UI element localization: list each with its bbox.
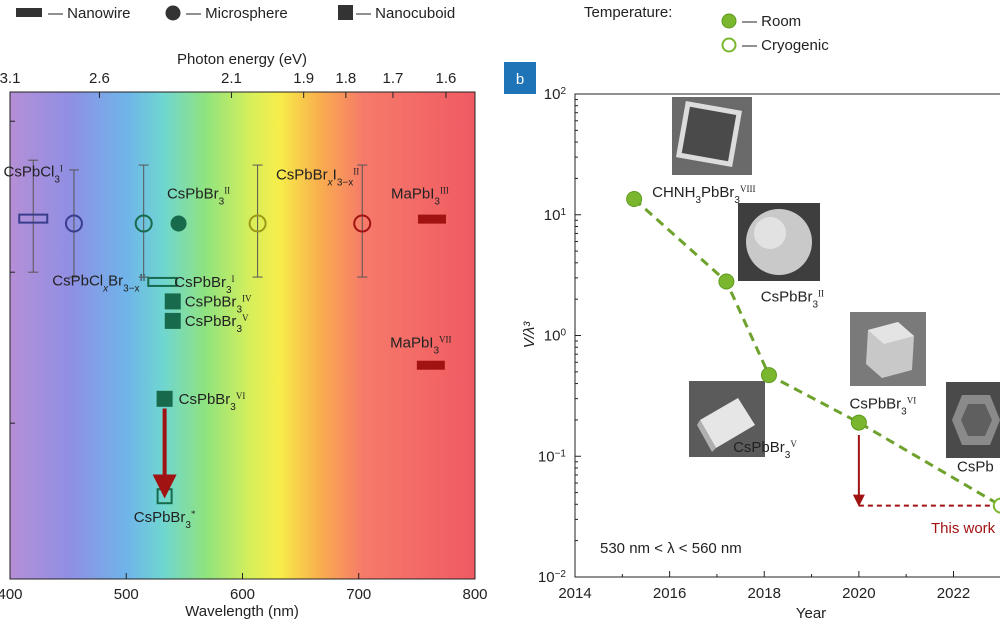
microsphere-point [170,215,187,232]
x-tick-label: 2020 [842,585,875,602]
point-label: CsPbBr3I [174,274,234,296]
temperature-legend-title: Temperature: [584,4,672,21]
nanocuboid-legend-icon [338,5,353,20]
sem-nanocube-image [850,312,926,386]
top-tick-label: 1.9 [293,70,314,87]
point-label: CsPbBr3V [733,439,797,461]
room-temperature-point [718,273,735,290]
top-tick-label: 1.8 [335,70,356,87]
legend-nanocuboid-label: — Nanocuboid [356,5,455,22]
point-label: CsPbBr3VI [179,391,246,413]
panel-b-badge [504,62,536,94]
point-label: CsPb [957,459,994,476]
nanocuboid-point [164,312,181,329]
panel-a-chart: Photon energy (eV) Wavelength (nm) 400 50… [0,51,488,620]
microsphere-point [64,214,83,233]
y-tick-label: 10−1 [538,448,567,466]
wavelength-range-annotation: 530 nm < λ < 560 nm [600,540,742,557]
legend-microsphere-label: — Microsphere [186,5,288,22]
point-label: CsPbBr3* [134,509,196,531]
point-label: CsPbBr3VI [849,396,916,418]
spectrum-background [10,92,475,579]
nanowire-point [147,276,178,287]
temperature-legend: Temperature: — Room — Cryogenic [584,4,829,54]
point-label: MaPbI3VII [390,335,451,357]
x-tick-label: 400 [0,586,23,603]
point-label: CsPbBr3IV [185,293,252,315]
x-tick-label: 2016 [653,585,686,602]
nanowire-legend-icon [16,8,42,17]
room-temperature-point [626,191,643,208]
cryogenic-point [992,497,1000,514]
x-tick-label: 600 [230,586,255,603]
sem-microsphere-image [738,203,820,281]
shape-legend: — Nanowire — Microsphere — Nanocuboid [16,5,455,22]
nanowire-point [18,213,49,224]
x-tick-label: 700 [346,586,371,603]
y-tick-label: 101 [544,206,567,224]
point-label: CsPbClxBr3−xII [52,272,145,294]
microsphere-point [134,214,153,233]
top-tick-label: 1.6 [436,70,457,87]
microsphere-legend-icon [165,5,181,21]
room-temperature-point [760,367,777,384]
point-label: CsPbBr3II [761,289,824,311]
nanocuboid-point [156,390,173,407]
point-label: CsPbBr3V [185,313,249,335]
sem-cuboid-hollow-image [672,97,752,175]
y-tick-label: 10−2 [538,569,567,587]
panel-b-frame [574,93,1000,578]
legend-room-label: — Room [742,13,801,30]
this-work-label: This work [931,520,996,537]
legend-cryogenic-label: — Cryogenic [742,37,829,54]
x-tick-label: 2022 [937,585,970,602]
point-label: CsPbBr3II [167,185,230,207]
microsphere-point [353,214,372,233]
point-label: MaPbI3III [391,186,449,208]
y-tick-label: 100 [544,327,567,345]
top-tick-label: 2.1 [221,70,242,87]
panel-b-y-axis-label: V/λ³ [521,321,538,349]
panel-b-badge-label: b [516,71,524,88]
legend-nanowire-label: — Nanowire [48,5,131,22]
sem-hexagon-image [946,382,1000,458]
top-tick-label: 3.1 [0,70,20,87]
top-axis-label: Photon energy (eV) [177,51,307,68]
point-label: CsPbBrxI3−xII [276,166,359,188]
panel-b-chart: Year V/λ³ 530 nm < λ < 560 nm 201 [521,86,1000,622]
cryogenic-marker-icon [721,37,737,53]
x-tick-label: 800 [462,586,487,603]
top-tick-label: 1.7 [383,70,404,87]
y-tick-label: 102 [544,86,567,104]
point-label: CHNH3PbBr3VIII [652,184,755,206]
top-tick-label: 2.6 [89,70,110,87]
nanowire-point [416,360,445,370]
point-label: CsPbCl3I [4,164,63,186]
nanocuboid-point [164,293,181,310]
x-tick-label: 2014 [558,585,591,602]
panel-b-x-axis-label: Year [796,605,826,622]
x-axis-label: Wavelength (nm) [185,603,299,620]
x-tick-label: 2018 [748,585,781,602]
sem-tilted-cuboid-image [689,381,765,457]
microsphere-point [248,214,267,233]
room-marker-icon [721,13,737,29]
room-temperature-point [850,414,867,431]
nanowire-point [417,214,446,224]
x-tick-label: 500 [114,586,139,603]
